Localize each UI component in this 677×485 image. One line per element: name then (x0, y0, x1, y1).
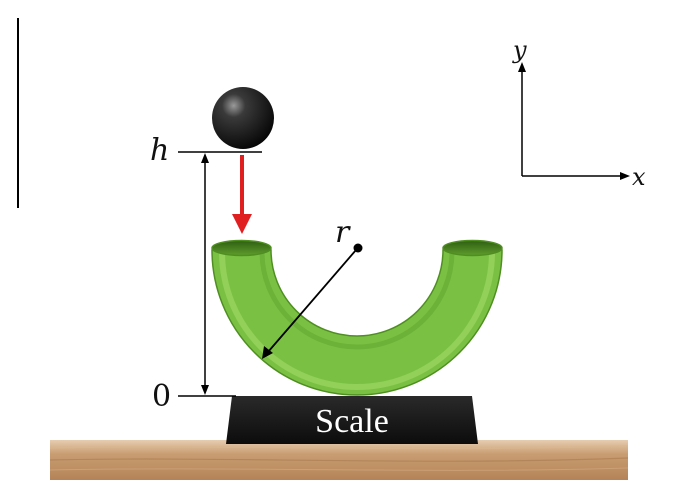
weighing-scale-icon: Scale (226, 396, 478, 444)
height-label: h (150, 133, 169, 168)
radius-indicator (262, 243, 363, 359)
coordinate-axes (518, 62, 630, 180)
ball-icon (212, 87, 274, 149)
falling-arrow-icon (232, 155, 252, 234)
zero-label: 0 (152, 379, 171, 414)
axis-y-label: y (512, 36, 527, 64)
tube-right-opening (442, 239, 503, 257)
scale-label: Scale (315, 403, 389, 440)
height-dimension (178, 151, 262, 397)
axis-x-label: x (632, 163, 646, 191)
tube-left-opening (211, 239, 272, 257)
u-tube-icon (211, 239, 503, 396)
radius-label: r (335, 215, 351, 250)
table-surface (49, 440, 629, 480)
